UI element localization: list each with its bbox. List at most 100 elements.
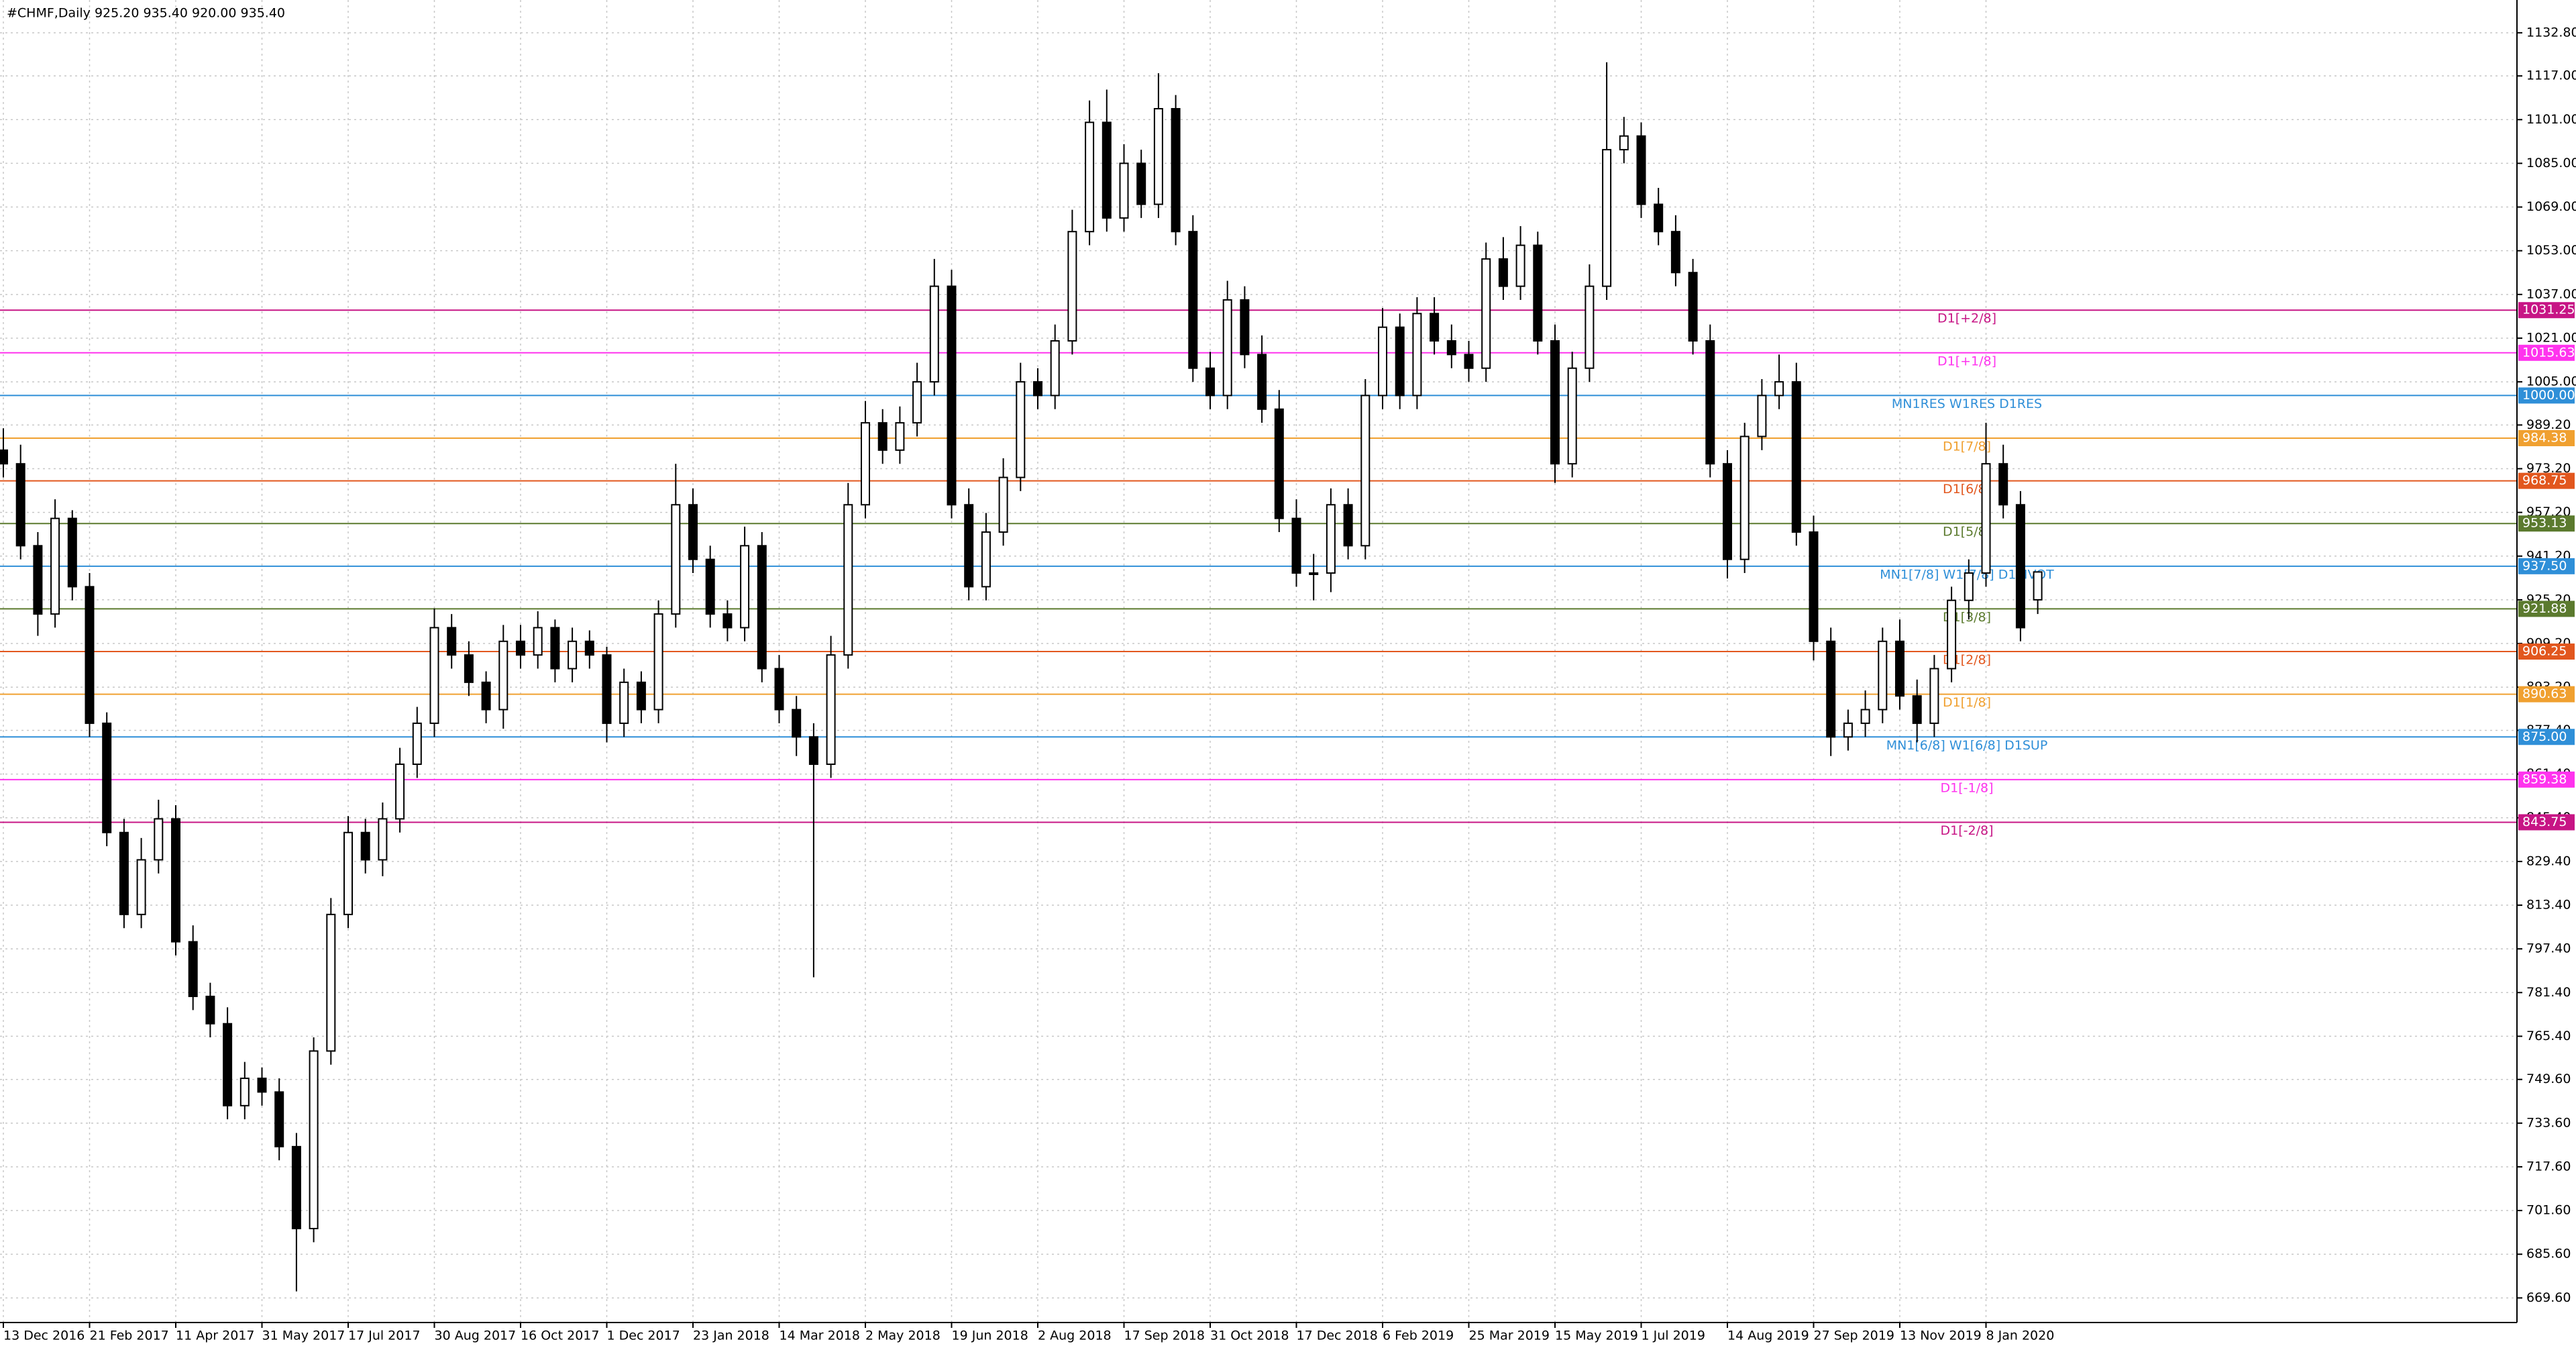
x-tick-label: 19 Jun 2018 <box>952 1329 1028 1343</box>
candle-body <box>1981 463 1991 574</box>
y-tick-label: 1053.00 <box>2526 243 2576 258</box>
x-tick-label: 2 Aug 2018 <box>1038 1329 1112 1343</box>
x-tick-label: 17 Sep 2018 <box>1124 1329 1205 1343</box>
x-tick-label: 30 Aug 2017 <box>435 1329 517 1343</box>
candle-body <box>1585 285 1595 369</box>
candle-body <box>1464 354 1474 369</box>
level-label: MN1[6/8] W1[6/8] D1SUP <box>1886 738 2048 753</box>
candles-layer <box>0 62 2043 1292</box>
level-price-label: 1031.25 <box>2522 303 2575 317</box>
candle-body <box>33 545 43 615</box>
x-tick-label: 14 Mar 2018 <box>780 1329 860 1343</box>
level-price-tag <box>2518 344 2575 361</box>
candle-body <box>1085 121 1095 233</box>
candle-body <box>1533 244 1543 342</box>
x-tick-label: 6 Feb 2019 <box>1383 1329 1454 1343</box>
candle-body <box>1291 517 1301 574</box>
candle-body <box>119 831 129 915</box>
y-tick-label: 1117.00 <box>2526 68 2576 83</box>
candle-body <box>378 818 388 861</box>
candle-body <box>188 941 198 997</box>
candle-body <box>429 627 439 724</box>
candle-body <box>0 449 8 465</box>
x-tick-label: 17 Dec 2018 <box>1297 1329 1378 1343</box>
y-tick-label: 829.40 <box>2526 853 2571 868</box>
candle-body <box>171 818 180 943</box>
x-tick-label: 8 Jan 2020 <box>1986 1329 2055 1343</box>
y-tick-label: 1069.00 <box>2526 199 2576 214</box>
candle-body <box>688 504 698 560</box>
candle-body <box>1636 135 1646 205</box>
candle-body <box>1119 162 1129 219</box>
candle-body <box>533 627 543 656</box>
candle-body <box>498 640 508 711</box>
x-tick-label: 25 Mar 2019 <box>1469 1329 1550 1343</box>
candle-body <box>309 1050 319 1229</box>
candle-body <box>1723 463 1732 560</box>
candle-body <box>929 285 939 383</box>
level-price-tag <box>2518 302 2575 319</box>
candle-body <box>481 681 491 711</box>
candle-body <box>1188 231 1198 369</box>
x-tick-label: 27 Sep 2019 <box>1814 1329 1894 1343</box>
candle-body <box>1826 640 1836 738</box>
y-tick-label: 781.40 <box>2526 985 2571 1000</box>
level-price-tag <box>2518 472 2575 489</box>
level-price-label: 875.00 <box>2522 729 2567 744</box>
level-price-label: 937.50 <box>2522 558 2567 573</box>
candle-body <box>912 381 922 424</box>
candle-body <box>774 668 784 711</box>
candle-body <box>1033 381 1042 397</box>
level-label: D1[+2/8] <box>1937 311 1996 326</box>
candle-body <box>792 709 802 738</box>
candle-body <box>274 1091 284 1147</box>
y-tick-label: 1021.00 <box>2526 330 2576 345</box>
candle-body <box>619 681 629 724</box>
level-price-tag <box>2518 387 2575 404</box>
x-tick-label: 31 Oct 2018 <box>1210 1329 1289 1343</box>
level-label: D1[5/8] <box>1943 525 1991 539</box>
candle-body <box>981 531 991 588</box>
candle-body <box>102 722 112 833</box>
candle-body <box>239 1078 250 1106</box>
level-price-label: 843.75 <box>2522 815 2567 829</box>
x-tick-label: 31 May 2017 <box>262 1329 345 1343</box>
candle-body <box>998 476 1008 533</box>
level-price-label: 890.63 <box>2522 686 2567 701</box>
candle-body <box>1274 408 1284 519</box>
candle-body <box>1912 695 1922 724</box>
candle-body <box>1050 340 1060 397</box>
level-price-label: 1015.63 <box>2522 345 2575 360</box>
candle-body <box>722 613 733 629</box>
candle-body <box>1343 504 1353 547</box>
candle-body <box>447 627 457 656</box>
candle-body <box>50 517 60 615</box>
level-price-tag <box>2518 771 2575 788</box>
candle-body <box>1947 599 1957 670</box>
candle-body <box>1895 640 1904 697</box>
labels-layer: 1132.80 1117.00 1101.00 1085.00 1069.00 1053.… <box>3 25 2576 1343</box>
y-tick-label: 813.40 <box>2526 898 2571 913</box>
candle-body <box>1481 258 1491 369</box>
candle-body <box>1670 231 1680 274</box>
y-tick-label: 1005.00 <box>2526 374 2576 389</box>
level-price-tag <box>2518 515 2575 532</box>
candle-body <box>516 640 525 656</box>
candle-body <box>1929 668 1939 724</box>
x-tick-label: 17 Jul 2017 <box>348 1329 421 1343</box>
candle-body <box>568 640 578 670</box>
candle-body <box>1222 299 1232 397</box>
y-tick-label: 717.60 <box>2526 1159 2571 1174</box>
level-price-label: 859.38 <box>2522 772 2567 786</box>
candle-body <box>2015 504 2025 629</box>
candle-body <box>826 654 836 765</box>
level-price-label: 1000.00 <box>2522 388 2575 403</box>
candle-body <box>1688 272 1698 342</box>
level-label: MN1RES W1RES D1RES <box>1892 397 2042 411</box>
candle-body <box>1774 381 1784 397</box>
x-tick-label: 15 May 2019 <box>1555 1329 1638 1343</box>
candle-body <box>67 517 77 588</box>
candle-body <box>1412 313 1422 397</box>
level-price-tag <box>2518 814 2575 831</box>
